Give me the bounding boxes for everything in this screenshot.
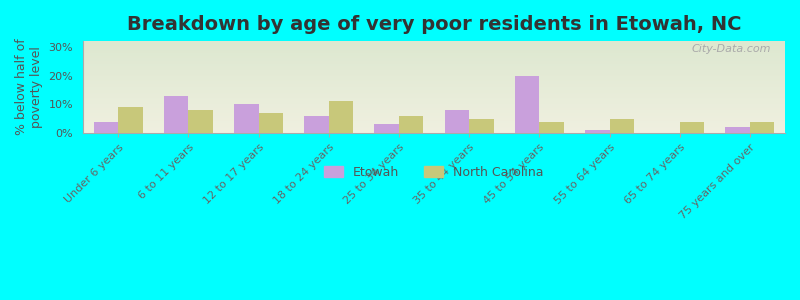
Bar <box>399 116 423 133</box>
Bar <box>118 107 142 133</box>
Bar <box>445 110 469 133</box>
Bar <box>680 122 704 133</box>
Bar <box>469 119 494 133</box>
Bar <box>726 127 750 133</box>
Bar <box>750 122 774 133</box>
Bar <box>234 104 258 133</box>
Bar <box>164 96 188 133</box>
Legend: Etowah, North Carolina: Etowah, North Carolina <box>319 161 549 184</box>
Bar <box>610 119 634 133</box>
Text: City-Data.com: City-Data.com <box>691 44 771 54</box>
Title: Breakdown by age of very poor residents in Etowah, NC: Breakdown by age of very poor residents … <box>126 15 742 34</box>
Bar <box>188 110 213 133</box>
Bar <box>374 124 399 133</box>
Bar <box>514 76 539 133</box>
Bar <box>329 101 354 133</box>
Bar <box>539 122 564 133</box>
Y-axis label: % below half of
poverty level: % below half of poverty level <box>15 39 43 135</box>
Bar <box>94 122 118 133</box>
Bar <box>585 130 610 133</box>
Bar <box>304 116 329 133</box>
Bar <box>258 113 283 133</box>
